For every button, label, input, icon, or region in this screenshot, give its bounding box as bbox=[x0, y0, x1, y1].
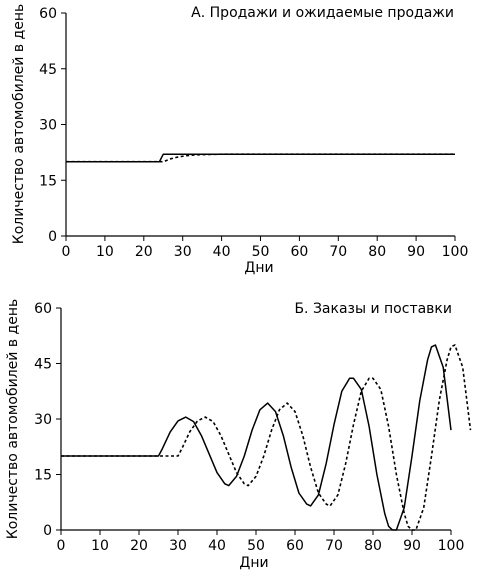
chart-b-y-tick-label: 0 bbox=[43, 523, 52, 539]
chart-a-series bbox=[66, 153, 455, 163]
chart-b-series bbox=[61, 344, 472, 531]
chart-a-x-tick-label: 30 bbox=[174, 244, 192, 260]
chart-b-x-tick-label: 10 bbox=[91, 538, 109, 554]
chart-a-y-tick-label: 15 bbox=[39, 173, 57, 189]
chart-a-axes: 0 15 30 45 60 0 10 20 30 40 50 60 70 80 90 100 bbox=[39, 6, 468, 260]
chart-a-series-dashed-line bbox=[66, 153, 455, 163]
chart-a-series-solid-line bbox=[66, 153, 455, 163]
chart-a-y-tick-label: 45 bbox=[39, 62, 57, 78]
chart-b-x-tick-label: 50 bbox=[247, 538, 265, 554]
chart-b-ylabel: Количество автомобилей в день bbox=[5, 299, 21, 539]
chart-a-y-tick-label: 30 bbox=[39, 118, 57, 134]
chart-a-y-tick-label: 0 bbox=[48, 229, 57, 245]
chart-b-series-solid-line bbox=[61, 344, 452, 531]
chart-a-x-tick-label: 0 bbox=[62, 244, 71, 260]
chart-panel-b: Б. Заказы и поставки Дни Количество авто… bbox=[5, 299, 472, 571]
chart-b-title: Б. Заказы и поставки bbox=[294, 301, 452, 317]
chart-b-y-tick-label: 15 bbox=[34, 468, 52, 484]
chart-b-x-tick-label: 60 bbox=[286, 538, 304, 554]
chart-a-x-tick-label: 70 bbox=[329, 244, 347, 260]
chart-a-x-tick-label: 10 bbox=[96, 244, 114, 260]
chart-b-x-tick-label: 0 bbox=[57, 538, 66, 554]
chart-a-x-tick-label: 20 bbox=[135, 244, 153, 260]
chart-a-x-tick-label: 90 bbox=[407, 244, 425, 260]
chart-a-ylabel: Количество автомобилей в день bbox=[11, 4, 27, 244]
chart-b-x-tick-label: 100 bbox=[438, 538, 465, 554]
chart-b-xlabel: Дни bbox=[239, 555, 268, 571]
chart-a-x-tick-label: 40 bbox=[213, 244, 231, 260]
chart-b-series-dashed-line bbox=[61, 344, 472, 531]
chart-a-x-tick-label: 100 bbox=[442, 244, 469, 260]
chart-a-xlabel: Дни bbox=[244, 260, 273, 276]
chart-a-y-tick-label: 60 bbox=[39, 6, 57, 22]
chart-panel-a: А. Продажи и ожидаемые продажи Дни Колич… bbox=[11, 4, 468, 276]
chart-b-x-tick-label: 30 bbox=[169, 538, 187, 554]
chart-b-axes: 0 15 30 45 60 0 10 20 30 40 50 60 70 80 90 100 bbox=[34, 301, 464, 554]
chart-b-x-tick-label: 80 bbox=[364, 538, 382, 554]
chart-b-y-tick-label: 30 bbox=[34, 412, 52, 428]
chart-b-x-tick-label: 20 bbox=[130, 538, 148, 554]
chart-b-y-tick-label: 60 bbox=[34, 301, 52, 317]
chart-b-y-tick-label: 45 bbox=[34, 357, 52, 373]
chart-b-x-tick-label: 70 bbox=[325, 538, 343, 554]
chart-b-x-tick-label: 40 bbox=[208, 538, 226, 554]
chart-a-x-tick-label: 60 bbox=[290, 244, 308, 260]
chart-a-x-tick-label: 80 bbox=[368, 244, 386, 260]
chart-a-title: А. Продажи и ожидаемые продажи bbox=[191, 5, 454, 21]
chart-b-x-tick-label: 90 bbox=[403, 538, 421, 554]
chart-a-x-tick-label: 50 bbox=[252, 244, 270, 260]
